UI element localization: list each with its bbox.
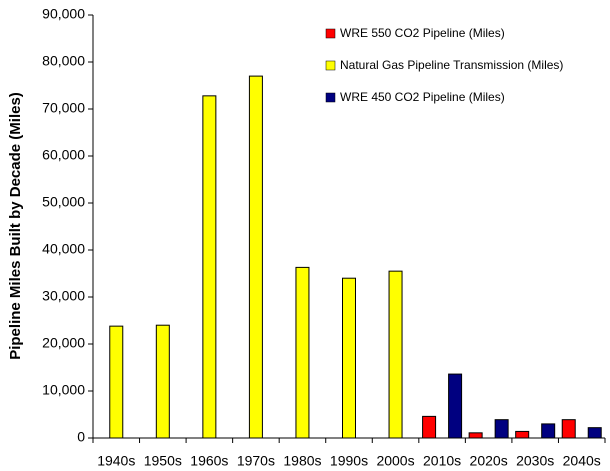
x-tick-label: 1950s	[144, 453, 182, 469]
bar	[561, 419, 576, 439]
y-tick-label: 20,000	[42, 335, 85, 351]
x-tick-label: 2010s	[423, 453, 461, 469]
bar	[295, 266, 310, 439]
y-tick-label: 90,000	[42, 6, 85, 22]
y-tick-label: 80,000	[42, 53, 85, 69]
legend-label: WRE 450 CO2 Pipeline (Miles)	[340, 90, 505, 104]
y-tick-label: 60,000	[42, 147, 85, 163]
bar	[248, 75, 263, 439]
y-tick-label: 50,000	[42, 194, 85, 210]
legend-label: WRE 550 CO2 Pipeline (Miles)	[340, 26, 505, 40]
bar	[494, 419, 509, 439]
bar	[202, 95, 217, 439]
bar	[422, 415, 437, 439]
y-tick-label: 70,000	[42, 100, 85, 116]
bar	[155, 324, 170, 439]
bar	[388, 270, 403, 439]
x-tick-label: 1960s	[190, 453, 228, 469]
legend-swatch	[325, 28, 336, 39]
x-tick-label: 2040s	[563, 453, 601, 469]
bar	[448, 373, 463, 439]
bar	[468, 432, 483, 439]
x-tick-label: 1940s	[97, 453, 135, 469]
y-tick-label: 0	[77, 429, 85, 445]
x-tick-label: 1990s	[330, 453, 368, 469]
bar	[515, 430, 530, 439]
x-tick-label: 2020s	[470, 453, 508, 469]
legend-swatch	[325, 92, 336, 103]
legend-label: Natural Gas Pipeline Transmission (Miles…	[340, 58, 563, 72]
y-tick-label: 10,000	[42, 382, 85, 398]
y-tick-label: 30,000	[42, 288, 85, 304]
bar	[587, 427, 602, 439]
x-tick-label: 1980s	[283, 453, 321, 469]
bar	[342, 277, 356, 439]
x-tick-label: 1970s	[237, 453, 275, 469]
bar	[109, 325, 124, 439]
y-tick-label: 40,000	[42, 241, 85, 257]
bar	[541, 423, 556, 439]
x-tick-label: 2030s	[516, 453, 554, 469]
legend-swatch	[325, 60, 336, 71]
x-tick-label: 2000s	[376, 453, 414, 469]
y-axis-title: Pipeline Miles Built by Decade (Miles)	[7, 92, 24, 360]
